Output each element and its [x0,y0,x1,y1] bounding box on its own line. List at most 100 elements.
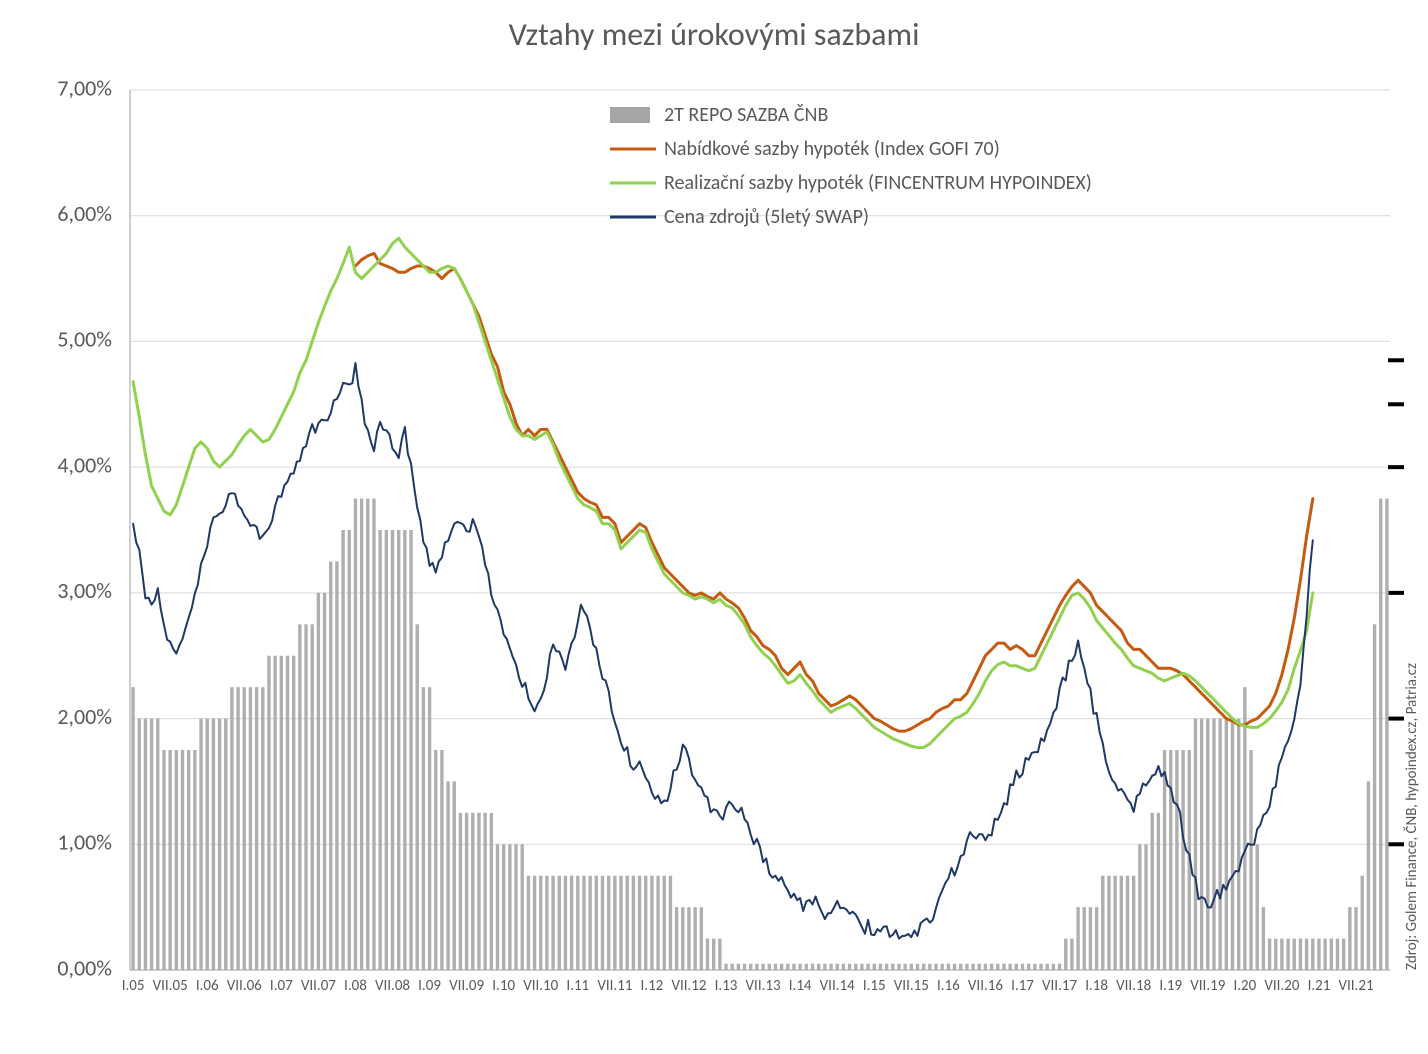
bar [978,964,981,970]
bar [792,964,795,970]
bar [403,530,406,970]
x-tick-label: VII.09 [449,977,484,995]
bar [206,719,209,970]
bar [656,876,659,970]
bar [903,964,906,970]
bar [866,964,869,970]
bar [798,964,801,970]
bar [1064,939,1067,970]
bar [409,530,412,970]
bar [873,964,876,970]
bar [910,964,913,970]
x-tick-label: VII.17 [1042,977,1077,995]
bar [718,939,721,970]
bar [1181,750,1184,970]
bar [175,750,178,970]
bar [292,656,295,970]
bar [700,907,703,970]
bar [953,964,956,970]
bar [360,499,363,970]
bar [588,876,591,970]
bar [570,876,573,970]
bar [836,964,839,970]
bar [551,876,554,970]
bar [1280,939,1283,970]
bar [261,687,264,970]
bar [885,964,888,970]
bar [761,964,764,970]
x-tick-label: I.13 [715,977,738,995]
bar [619,876,622,970]
bar [1015,964,1018,970]
bar [731,964,734,970]
bar [168,750,171,970]
bar [311,624,314,970]
bar [607,876,610,970]
bar [675,907,678,970]
bar [842,964,845,970]
bar [1151,813,1154,970]
x-tick-label: VII.15 [894,977,929,995]
x-tick-label: VII.05 [153,977,188,995]
bar [1305,939,1308,970]
bar [947,964,950,970]
bar [446,781,449,970]
bar [1361,876,1364,970]
bar [453,781,456,970]
bar [1046,964,1049,970]
bar [471,813,474,970]
bar [397,530,400,970]
bar [1175,750,1178,970]
bar [440,750,443,970]
bar [286,656,289,970]
bar [162,750,165,970]
bar [737,964,740,970]
x-tick-label: VII.11 [597,977,632,995]
x-tick-label: I.21 [1308,977,1331,995]
bar [1299,939,1302,970]
bar [693,907,696,970]
bar [1256,844,1259,970]
bar [1336,939,1339,970]
bar [354,499,357,970]
y-tick-label: 7,00% [57,74,112,101]
bar [521,844,524,970]
bar [1225,719,1228,970]
bar [459,813,462,970]
x-tick-label: I.17 [1011,977,1034,995]
bar [1163,750,1166,970]
x-tick-label: I.12 [641,977,664,995]
x-tick-label: I.05 [122,977,145,995]
bar [131,687,134,970]
x-tick-label: VII.06 [227,977,262,995]
bar [1212,719,1215,970]
bar [236,687,239,970]
bar [1033,964,1036,970]
bar [539,876,542,970]
bar [1169,750,1172,970]
bar [267,656,270,970]
bar [1113,876,1116,970]
bar [533,876,536,970]
x-tick-label: VII.20 [1264,977,1299,995]
bar [1120,876,1123,970]
bar [422,687,425,970]
bar [1348,907,1351,970]
x-tick-label: I.19 [1159,977,1182,995]
bar [1058,964,1061,970]
bar [971,964,974,970]
bar [144,719,147,970]
bar [317,593,320,970]
bar [1144,844,1147,970]
bar [1027,964,1030,970]
bar [490,813,493,970]
x-tick-label: I.16 [937,977,960,995]
x-tick-label: VII.18 [1116,977,1151,995]
bar [298,624,301,970]
bar [434,750,437,970]
bar [663,876,666,970]
bar [916,964,919,970]
x-tick-label: I.15 [863,977,886,995]
x-tick-label: VII.16 [968,977,1003,995]
bar [1323,939,1326,970]
